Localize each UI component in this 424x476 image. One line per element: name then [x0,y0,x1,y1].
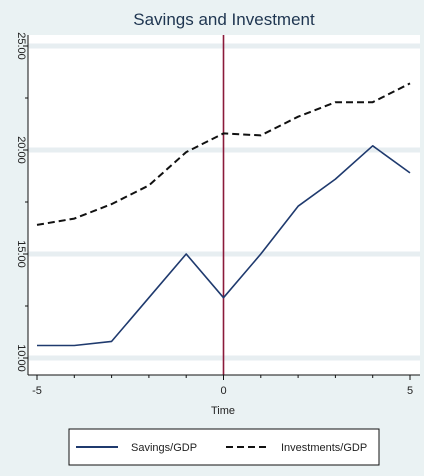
x-axis: -5 0 5 [28,374,420,397]
y-tick-label: 25.00 [15,32,27,60]
legend-label-0: Savings/GDP [131,442,197,454]
x-axis-title: Time [211,405,235,417]
x-tick-label: 0 [220,385,226,397]
y-tick-label: 15.00 [15,240,27,268]
legend-label-1: Investments/GDP [281,442,367,454]
y-axis: 10.00 15.00 20.00 25.00 [15,32,29,375]
x-tick-label: -5 [32,385,42,397]
y-tick-label: 10.00 [15,344,27,372]
series-line-savings [37,145,411,347]
legend-items: Savings/GDP Investments/GDP [76,442,367,454]
chart-title: Savings and Investment [133,10,315,29]
x-tick-label: 5 [407,385,413,397]
legend-box [68,428,380,466]
legend: Savings/GDP Investments/GDP [68,428,380,466]
series-line-investments [36,82,411,226]
y-tick-label: 20.00 [15,136,27,164]
series-lines [36,82,411,347]
